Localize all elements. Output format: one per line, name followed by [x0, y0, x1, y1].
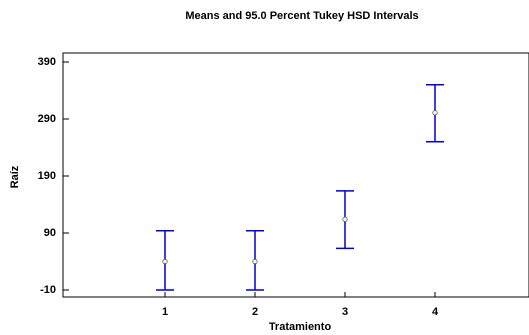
interval-4 — [426, 84, 444, 143]
interval-3 — [336, 190, 354, 250]
mean-point — [342, 216, 348, 222]
x-tick-label-1: 1 — [162, 306, 168, 318]
y-axis-label: Raíz — [9, 165, 21, 188]
x-tick-label-4: 4 — [432, 306, 439, 318]
plot-frame — [62, 52, 529, 298]
interval-1 — [156, 229, 174, 291]
x-tick-label-3: 3 — [342, 306, 348, 318]
x-axis-label: Tratamiento — [269, 321, 332, 333]
mean-point — [432, 110, 438, 116]
y-axis-ticks: 390 290 190 90 -10 — [38, 56, 69, 296]
chart-title: Means and 95.0 Percent Tukey HSD Interva… — [185, 10, 418, 22]
x-axis-ticks: 1 2 3 4 — [162, 292, 439, 318]
interval-marks — [156, 84, 444, 291]
y-tick-label-90: 90 — [44, 227, 56, 239]
x-tick-label-2: 2 — [252, 306, 258, 318]
mean-point — [252, 258, 258, 265]
y-tick-label-390: 390 — [38, 56, 56, 68]
mean-point — [162, 258, 168, 265]
y-tick-label-minus-10: -10 — [40, 284, 56, 296]
interval-2 — [246, 229, 264, 291]
y-tick-label-190: 190 — [38, 170, 56, 182]
y-tick-label-290: 290 — [38, 113, 56, 125]
